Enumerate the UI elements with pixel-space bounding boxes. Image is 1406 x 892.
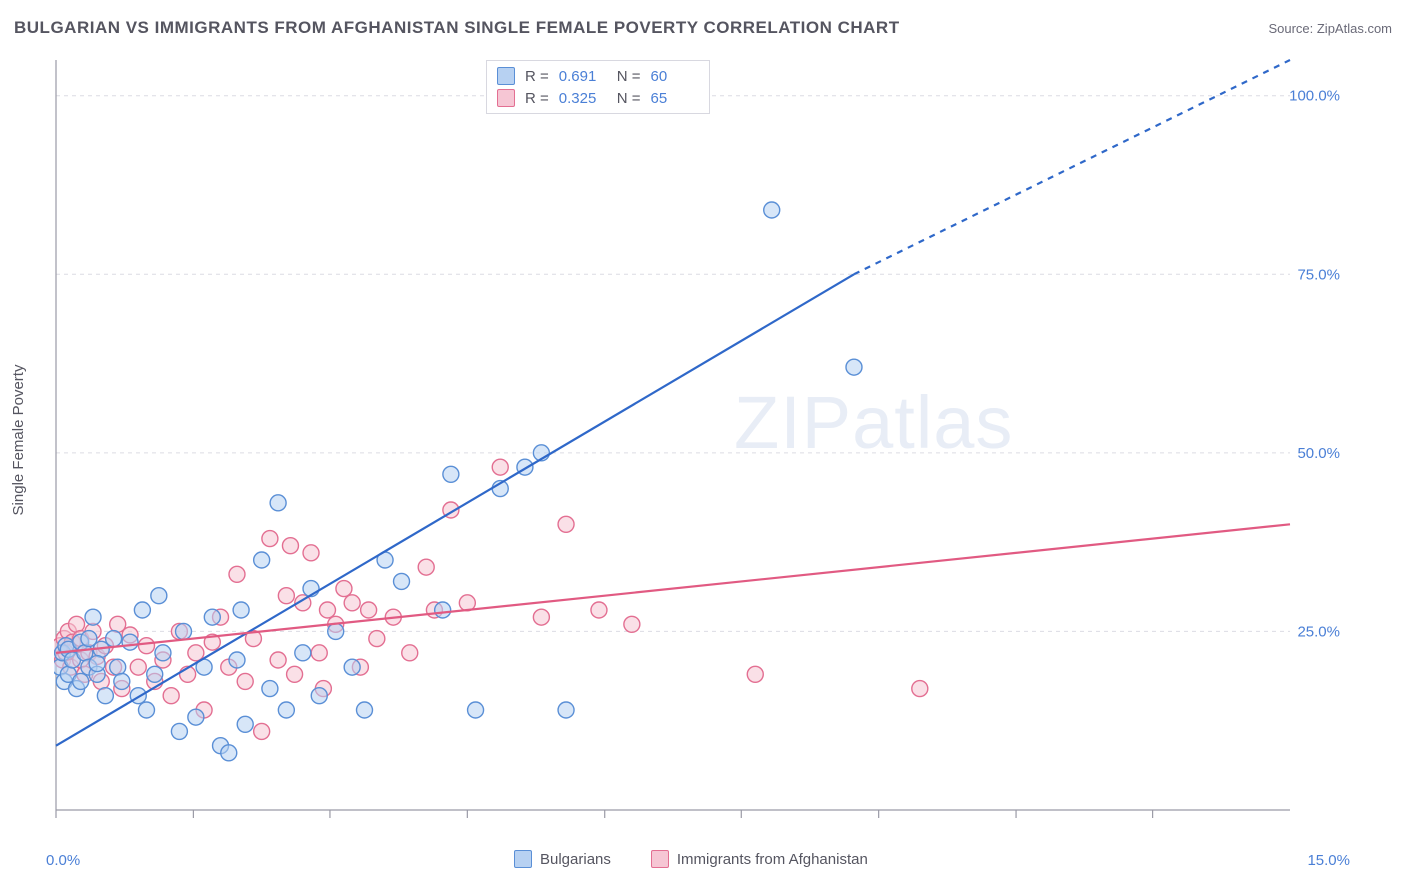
x-axis-max-label: 15.0% bbox=[1307, 852, 1350, 869]
n-value: 60 bbox=[651, 68, 699, 85]
r-value: 0.325 bbox=[559, 90, 607, 107]
chart-area: 25.0%50.0%75.0%100.0% ZIPatlas R = 0.691… bbox=[54, 58, 1350, 826]
legend-swatch-blue bbox=[514, 850, 532, 868]
legend-swatch-pink bbox=[651, 850, 669, 868]
legend-label: Immigrants from Afghanistan bbox=[677, 851, 868, 868]
svg-text:25.0%: 25.0% bbox=[1297, 623, 1340, 640]
legend-swatch-blue bbox=[497, 67, 515, 85]
r-label: R = bbox=[525, 68, 549, 85]
legend-row-afghanistan: R = 0.325 N = 65 bbox=[497, 87, 699, 109]
n-value: 65 bbox=[651, 90, 699, 107]
r-value: 0.691 bbox=[559, 68, 607, 85]
correlation-legend: R = 0.691 N = 60 R = 0.325 N = 65 bbox=[486, 60, 710, 114]
r-label: R = bbox=[525, 90, 549, 107]
legend-swatch-pink bbox=[497, 89, 515, 107]
series-legend: Bulgarians Immigrants from Afghanistan bbox=[514, 850, 868, 868]
source-attribution: Source: ZipAtlas.com bbox=[1268, 21, 1392, 36]
svg-text:75.0%: 75.0% bbox=[1297, 266, 1340, 283]
legend-label: Bulgarians bbox=[540, 851, 611, 868]
scatter-chart: 25.0% 50.0% 75.0% 100.0% bbox=[54, 58, 1350, 826]
x-axis-min-label: 0.0% bbox=[46, 852, 80, 869]
legend-row-bulgarians: R = 0.691 N = 60 bbox=[497, 65, 699, 87]
svg-text:50.0%: 50.0% bbox=[1297, 445, 1340, 462]
n-label: N = bbox=[617, 68, 641, 85]
header: BULGARIAN VS IMMIGRANTS FROM AFGHANISTAN… bbox=[14, 18, 1392, 38]
legend-item-bulgarians: Bulgarians bbox=[514, 850, 611, 868]
svg-text:100.0%: 100.0% bbox=[1289, 88, 1340, 105]
legend-item-afghanistan: Immigrants from Afghanistan bbox=[651, 850, 868, 868]
chart-title: BULGARIAN VS IMMIGRANTS FROM AFGHANISTAN… bbox=[14, 18, 900, 38]
n-label: N = bbox=[617, 90, 641, 107]
